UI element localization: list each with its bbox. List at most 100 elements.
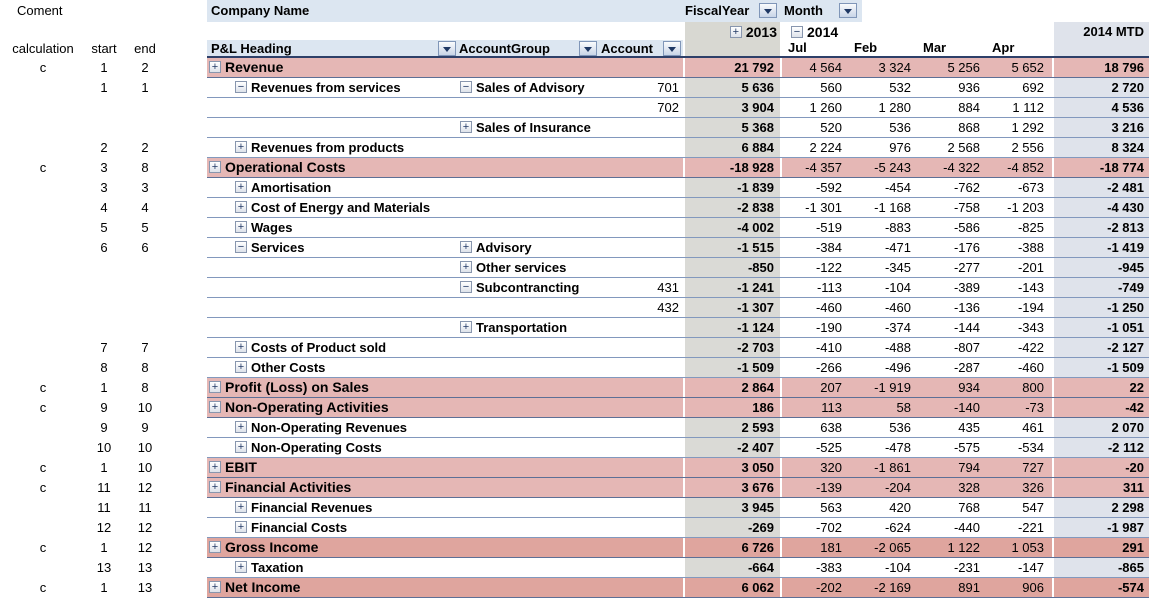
row-cells: + Operational Costs -18 928 -4 357 -5 243 -4 …	[207, 158, 1149, 178]
row-cells: + Non-Operating Activities 186 113 58 -140 -73…	[207, 398, 1149, 418]
start-cell: 8	[100, 360, 108, 375]
expand-icon[interactable]: +	[209, 581, 221, 593]
expand-icon[interactable]: +	[460, 241, 472, 253]
column-gap	[1052, 398, 1054, 417]
apr-cell: 5 652	[988, 58, 1052, 77]
expand-icon[interactable]: −	[460, 281, 472, 293]
fiscal-year-filter-dropdown[interactable]	[759, 3, 777, 18]
calc-cell	[0, 438, 86, 458]
table-row: c 1 12 + Gross Income 6 726 181 -2 065 1 122 1 05…	[0, 538, 1149, 558]
mar-cell: -762	[953, 180, 980, 195]
column-gap	[683, 398, 685, 417]
start-cell: 9	[100, 420, 108, 435]
apr-cell: 1 112	[1012, 100, 1044, 115]
mar-cell: 328	[919, 478, 988, 497]
mar-cell: -277	[953, 260, 980, 275]
account-filter-dropdown[interactable]	[663, 41, 681, 56]
pnl-cell	[207, 118, 455, 137]
expand-icon[interactable]: +	[235, 361, 247, 373]
mtd-cell: -1 419	[1054, 238, 1149, 257]
expand-icon[interactable]: +	[460, 261, 472, 273]
calc-cell	[0, 258, 86, 278]
expand-icon[interactable]: +	[209, 401, 221, 413]
jul-cell: 2 224	[809, 140, 842, 155]
table-row: 13 13 + Taxation -664 -383 -104 -231 -147 -865	[0, 558, 1149, 578]
start-cell: 1	[100, 80, 108, 95]
left-gap	[168, 438, 207, 458]
row-left-panel: c 3 8	[0, 158, 207, 178]
expand-icon[interactable]: +	[209, 161, 221, 173]
expand-icon[interactable]: +	[209, 481, 221, 493]
expand-icon[interactable]: +	[235, 501, 247, 513]
pnl-label: Profit (Loss) on Sales	[225, 379, 369, 395]
group-cell	[455, 98, 597, 117]
feb-cell: -460	[884, 300, 911, 315]
y2013-cell: -1 839	[685, 178, 780, 197]
column-gap	[683, 318, 685, 337]
pnl-label: Services	[251, 240, 305, 255]
left-gap	[168, 98, 207, 118]
jul-cell: 520	[820, 120, 842, 135]
account-cell	[597, 358, 683, 377]
table-row: 3 3 + Amortisation -1 839 -592 -454 -762 -673 -2 …	[0, 178, 1149, 198]
account-cell	[597, 238, 683, 257]
expand-icon[interactable]: +	[235, 561, 247, 573]
expand-icon[interactable]: +	[235, 181, 247, 193]
pnl-cell: + Financial Activities	[207, 478, 455, 497]
expand-icon[interactable]: +	[235, 201, 247, 213]
calc-cell	[0, 118, 86, 138]
expand-icon[interactable]: +	[235, 141, 247, 153]
left-gap	[168, 138, 207, 158]
group-cell: − Sales of Advisory	[455, 78, 597, 97]
row-cells: + Financial Costs -269 -702 -624 -440 -221 -1 9…	[207, 518, 1149, 538]
expand-icon[interactable]: +	[209, 541, 221, 553]
expand-icon[interactable]: +	[729, 26, 742, 38]
account-cell	[597, 58, 683, 77]
expand-icon[interactable]: +	[460, 121, 472, 133]
expand-icon[interactable]: +	[235, 341, 247, 353]
calc-cell: c	[39, 480, 47, 495]
y2013-cell: -18 928	[685, 158, 780, 177]
start-cell: 7	[100, 340, 108, 355]
feb-cell: -2 169	[850, 578, 919, 597]
expand-icon[interactable]: +	[235, 221, 247, 233]
group-cell	[455, 378, 597, 397]
start-cell: 9	[100, 400, 108, 415]
expand-icon[interactable]: −	[235, 81, 247, 93]
apr-cell: -422	[1017, 340, 1044, 355]
pnl-heading-filter-dropdown[interactable]	[438, 41, 456, 56]
collapse-icon[interactable]: −	[791, 26, 803, 38]
expand-icon[interactable]: −	[235, 241, 247, 253]
account-group-filter-dropdown[interactable]	[579, 41, 597, 56]
mtd-cell: 22	[1054, 378, 1149, 397]
expand-icon[interactable]: −	[460, 81, 472, 93]
pnl-label: Amortisation	[251, 180, 332, 195]
table-row: c 11 12 + Financial Activities 3 676 -139 -204 3…	[0, 478, 1149, 498]
column-gap	[780, 518, 782, 537]
start-cell	[86, 98, 122, 118]
expand-icon[interactable]: +	[209, 61, 221, 73]
expand-icon[interactable]: +	[235, 421, 247, 433]
mtd-cell: -1 509	[1054, 358, 1149, 377]
expand-icon[interactable]: +	[460, 321, 472, 333]
row-left-panel: 13 13	[0, 558, 207, 578]
start-cell: 13	[96, 560, 112, 575]
row-cells: + Financial Revenues 3 945 563 420 768 547 2 29…	[207, 498, 1149, 518]
expand-icon[interactable]: +	[209, 461, 221, 473]
month-filter-dropdown[interactable]	[839, 3, 857, 18]
row-left-panel	[0, 98, 207, 118]
pnl-cell: + Non-Operating Activities	[207, 398, 455, 417]
account-cell: 432	[657, 300, 679, 315]
expand-icon[interactable]: +	[235, 441, 247, 453]
row-cells: + Net Income 6 062 -202 -2 169 891 906 -574	[207, 578, 1149, 598]
row-left-panel: c 1 2	[0, 58, 207, 78]
expand-icon[interactable]: +	[235, 521, 247, 533]
pnl-cell	[207, 298, 455, 317]
pnl-cell: + Taxation	[207, 558, 455, 577]
left-gap	[168, 298, 207, 318]
expand-icon[interactable]: +	[209, 381, 221, 393]
column-gap	[780, 338, 782, 357]
